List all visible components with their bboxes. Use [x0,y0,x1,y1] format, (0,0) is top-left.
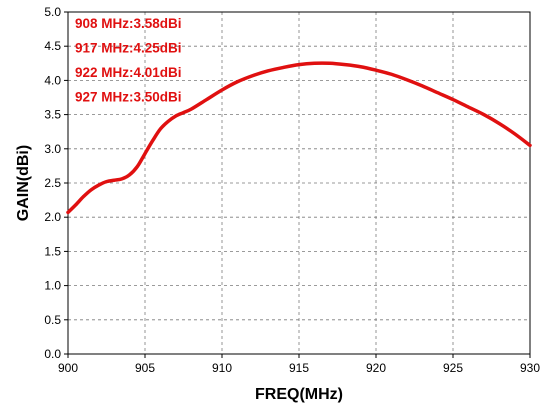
annotation-label: 922 MHz:4.01dBi [75,65,182,80]
x-tick-label: 905 [135,361,155,375]
y-tick-label: 4.0 [44,73,61,87]
y-tick-label: 5.0 [44,5,61,19]
y-axis-title: GAIN(dBi) [15,145,32,221]
x-tick-label: 915 [289,361,309,375]
annotation-label: 908 MHz:3.58dBi [75,16,182,31]
y-tick-label: 0.0 [44,347,61,361]
x-tick-label: 900 [58,361,78,375]
y-tick-label: 2.0 [44,210,61,224]
y-tick-label: 3.0 [44,142,61,156]
y-tick-label: 1.0 [44,279,61,293]
grid-lines [68,12,530,354]
y-tick-label: 4.5 [44,39,61,53]
y-axis-ticks: 0.0 0.5 1.0 1.5 2.0 2.5 3.0 3.5 4.0 4.5 5.0 [44,5,68,361]
x-tick-label: 925 [443,361,463,375]
gain-curve [66,61,532,215]
annotation-label: 917 MHz:4.25dBi [75,41,182,56]
x-tick-label: 930 [520,361,540,375]
annotation-label: 927 MHz:3.50dBi [75,90,182,105]
x-tick-label: 910 [212,361,232,375]
y-tick-label: 3.5 [44,108,61,122]
annotation-list: 908 MHz:3.58dBi 917 MHz:4.25dBi 922 MHz:4.… [75,16,182,105]
x-tick-label: 920 [366,361,386,375]
y-tick-label: 2.5 [44,176,61,190]
x-axis-ticks: 900 905 910 915 920 925 930 [58,354,540,375]
x-axis-title: FREQ(MHz) [255,386,343,403]
y-tick-label: 0.5 [44,313,61,327]
y-tick-label: 1.5 [44,244,61,258]
